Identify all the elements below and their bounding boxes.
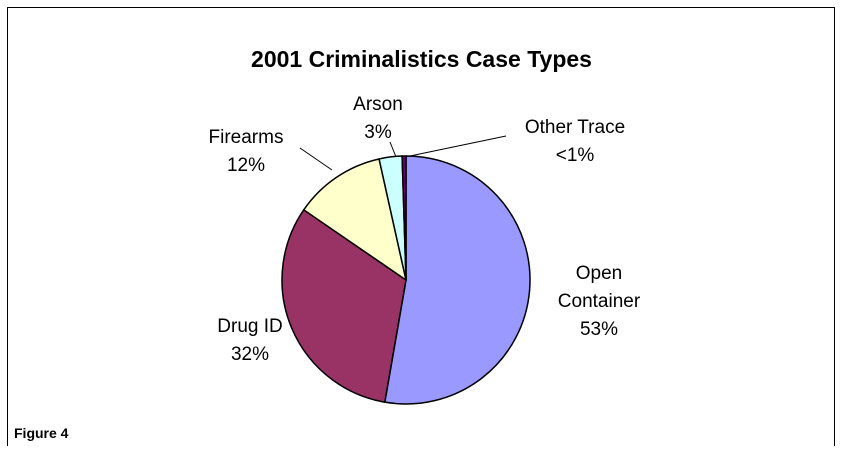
leader-lines <box>299 135 507 171</box>
pie-slice-firearms <box>303 158 407 281</box>
slice-labels: Open Container 53% Drug ID 32% Firearms … <box>209 94 641 365</box>
pie-slice-open-container <box>384 155 531 405</box>
pie-slices <box>281 155 531 405</box>
chart-title: 2001 Criminalistics Case Types <box>251 46 592 72</box>
label-drug-id-pct: 32% <box>231 344 269 365</box>
label-open-container-pct: 53% <box>580 319 618 340</box>
figure-caption: Figure 4 <box>14 425 69 441</box>
leader-line-arson <box>389 141 397 158</box>
label-arson-pct: 3% <box>364 122 392 143</box>
label-open-container-name-1: Open <box>576 263 622 284</box>
leader-line-other <box>409 135 507 157</box>
label-open-container-name-2: Container <box>558 291 641 312</box>
label-other-trace-pct: <1% <box>556 145 595 166</box>
label-other-trace-name: Other Trace <box>525 117 625 138</box>
label-firearms-name: Firearms <box>209 127 284 148</box>
label-drug-id-name: Drug ID <box>217 316 282 337</box>
label-firearms-pct: 12% <box>227 155 265 176</box>
pie-slice-other-trace <box>401 155 407 281</box>
label-arson-name: Arson <box>353 94 403 115</box>
pie-slice-drug-id <box>281 209 407 403</box>
leader-line-firearms <box>299 147 333 171</box>
